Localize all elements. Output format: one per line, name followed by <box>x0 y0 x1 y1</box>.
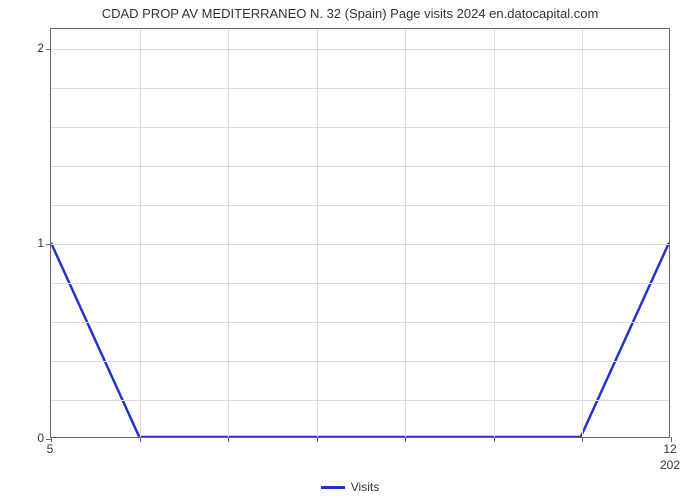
grid-line-v <box>317 29 318 437</box>
line-chart: CDAD PROP AV MEDITERRANEO N. 32 (Spain) … <box>0 0 700 500</box>
x-tick-mark <box>228 437 229 442</box>
chart-title: CDAD PROP AV MEDITERRANEO N. 32 (Spain) … <box>0 6 700 21</box>
grid-line-h-minor <box>51 322 669 323</box>
grid-line-h <box>51 49 669 50</box>
series-line <box>51 29 669 437</box>
legend: Visits <box>0 480 700 494</box>
x-tick-label: 12 <box>663 442 676 456</box>
grid-line-h <box>51 244 669 245</box>
grid-line-h-minor <box>51 283 669 284</box>
plot-area <box>50 28 670 438</box>
grid-line-v <box>228 29 229 437</box>
x-tick-mark <box>405 437 406 442</box>
grid-line-h-minor <box>51 166 669 167</box>
grid-line-v <box>140 29 141 437</box>
y-tick-label: 0 <box>37 431 44 445</box>
grid-line-h-minor <box>51 88 669 89</box>
legend-label: Visits <box>351 480 379 494</box>
y-tick-label: 1 <box>37 236 44 250</box>
grid-line-h-minor <box>51 127 669 128</box>
x-sublabel: 202 <box>660 458 680 472</box>
x-tick-label: 5 <box>47 442 54 456</box>
grid-line-h-minor <box>51 361 669 362</box>
grid-line-v <box>494 29 495 437</box>
grid-line-h-minor <box>51 205 669 206</box>
x-tick-mark <box>494 437 495 442</box>
grid-line-v <box>405 29 406 437</box>
x-tick-mark <box>317 437 318 442</box>
x-tick-mark <box>140 437 141 442</box>
grid-line-h-minor <box>51 400 669 401</box>
x-tick-mark <box>582 437 583 442</box>
legend-swatch <box>321 486 345 489</box>
grid-line-v <box>582 29 583 437</box>
y-tick-label: 2 <box>37 41 44 55</box>
